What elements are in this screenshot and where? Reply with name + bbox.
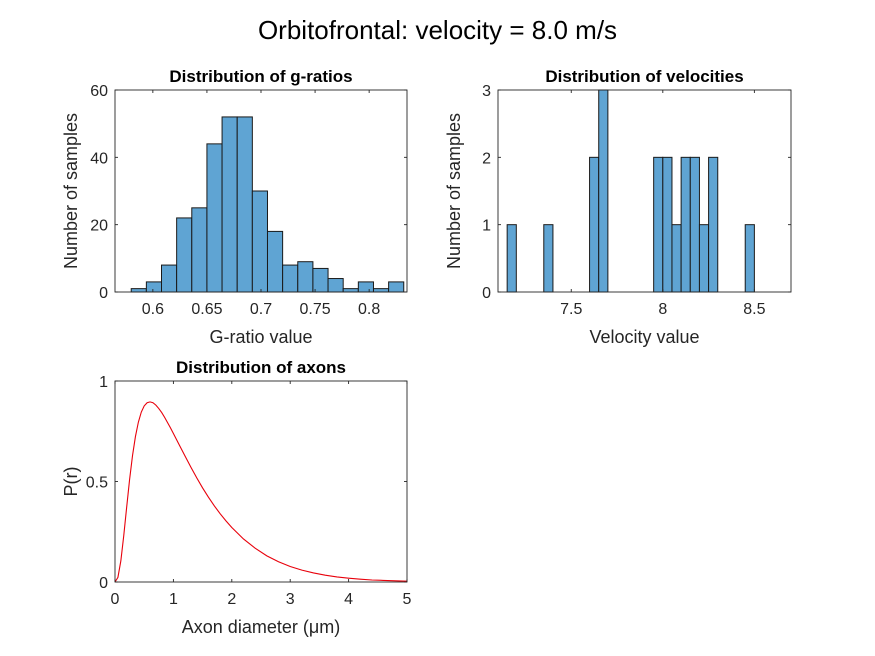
velocity-bar [671,224,682,293]
velocity-histogram-axes: 7.5 8 8.5 0 1 2 3 Distribution of velocities Vel… [444,67,792,347]
gratio-bar [176,217,193,293]
gratio-bar [312,267,329,293]
velocity-bar [680,156,691,293]
gratio-ytick-label: 0 [99,285,108,302]
gratio-bar [297,261,314,293]
gratio-bar [145,281,163,293]
axon-xtick-label: 4 [344,591,353,608]
gratio-histogram-axes: 0.6 0.65 0.7 0.75 0.8 0 20 40 60 Distribution of … [61,67,408,347]
velocity-bar [653,156,664,293]
gratio-bar [161,264,178,293]
axon-ytick-label: 0.5 [86,475,108,492]
axon-xtick-label: 1 [169,591,178,608]
velocity-bar [506,224,517,293]
axon-distribution-axes: 0 1 2 3 4 5 0 0.5 1 Distribution of axons Axon dia… [61,358,412,637]
gratio-bar [251,190,268,293]
velocity-bar [598,89,609,293]
velocity-ytick-label: 3 [482,83,491,100]
axon-xtick-label: 3 [286,591,295,608]
gratio-bar [357,281,374,293]
gratio-ytick-label: 60 [90,83,108,100]
axon-xtick-label: 5 [403,591,412,608]
gratio-title: Distribution of g-ratios [169,67,352,86]
gratio-ytick-label: 20 [90,218,108,235]
velocity-bar [708,156,719,293]
axon-xtick-label: 0 [111,591,120,608]
velocity-xtick-label: 8.5 [743,301,765,318]
axon-xtick-label: 2 [227,591,236,608]
gratio-xtick-label: 0.65 [191,301,222,318]
axon-ytick-label: 1 [99,374,108,391]
velocity-bar [689,156,700,293]
velocity-title: Distribution of velocities [545,67,743,86]
axon-plot-area [115,381,407,582]
figure-suptitle: Orbitofrontal: velocity = 8.0 m/s [257,15,618,45]
gratio-xtick-label: 0.6 [142,301,164,318]
velocity-xtick-label: 8 [658,301,667,318]
gratio-bar [266,230,284,293]
gratio-xtick-label: 0.7 [250,301,272,318]
velocity-ytick-label: 1 [482,218,491,235]
axon-series-line [114,401,408,583]
gratio-bar [342,288,359,293]
gratio-bar [191,207,208,293]
velocity-xlabel: Velocity value [589,327,699,347]
axon-ylabel: P(r) [61,467,81,497]
axon-ytick-label: 0 [99,575,108,592]
velocity-xtick-label: 7.5 [560,301,582,318]
gratio-xtick-label: 0.8 [358,301,380,318]
gratio-xlabel: G-ratio value [209,327,312,347]
velocity-axes-box [497,89,792,293]
axon-title: Distribution of axons [176,358,346,377]
velocity-ylabel: Number of samples [444,113,464,269]
velocity-bar [589,156,600,293]
axon-xlabel: Axon diameter (μm) [182,617,340,637]
gratio-ylabel: Number of samples [61,113,81,269]
gratio-bar [221,116,238,293]
gratio-bar [206,143,223,293]
gratio-ytick-label: 40 [90,150,108,167]
gratio-bar [282,264,299,293]
gratio-bar [236,116,253,293]
gratio-bar [372,288,390,293]
velocity-bar [662,156,673,293]
gratio-bar [327,278,344,293]
velocity-bar [744,224,755,293]
velocity-bar [698,224,710,293]
gratio-bar [388,281,405,293]
velocity-bar [543,224,554,293]
gratio-bar [130,288,147,293]
gratio-xtick-label: 0.75 [300,301,331,318]
velocity-ytick-label: 0 [482,285,491,302]
velocity-ytick-label: 2 [482,150,491,167]
